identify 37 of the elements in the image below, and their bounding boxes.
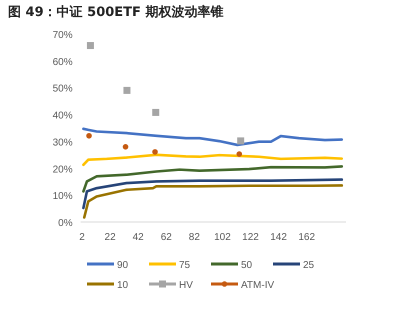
y-tick-label: 20%	[52, 164, 73, 176]
x-tick-label: 82	[188, 232, 200, 243]
y-tick-label: 70%	[52, 30, 73, 41]
point	[236, 151, 242, 157]
legend-label: HV	[179, 280, 194, 291]
x-tick-label: 2	[79, 232, 86, 243]
line-series	[82, 128, 344, 146]
legend-label: 90	[117, 260, 129, 271]
x-tick-label: 122	[242, 232, 260, 243]
y-tick-label: 30%	[52, 137, 73, 148]
y-tick-label: 50%	[52, 84, 73, 95]
point	[86, 132, 92, 139]
x-tick-label: 42	[132, 232, 144, 243]
legend-label: ATM-IV	[241, 280, 274, 291]
legend-label: 25	[303, 260, 315, 271]
point	[152, 149, 158, 155]
point	[152, 108, 160, 116]
point	[123, 86, 130, 94]
y-tick-label: 0%	[58, 218, 73, 229]
y-tick-label: 40%	[52, 110, 73, 122]
legend-label: 10	[117, 280, 129, 291]
y-tick-label: 60%	[52, 56, 73, 68]
point	[86, 42, 94, 50]
line-series	[82, 178, 344, 210]
line-series	[82, 165, 344, 193]
x-tick-label: 22	[104, 232, 116, 243]
legend-label: 50	[241, 260, 253, 271]
x-tick-label: 62	[160, 232, 172, 243]
x-tick-label: 162	[298, 232, 316, 243]
y-tick-label: 10%	[52, 191, 73, 202]
point	[237, 137, 244, 144]
line-series	[82, 184, 344, 219]
legend-label: 75	[179, 260, 191, 271]
x-tick-label: 102	[214, 232, 232, 243]
x-tick-label: 142	[270, 232, 288, 243]
chart-title: 图 49：中证 500ETF 期权波动率锥	[8, 4, 224, 20]
point	[122, 144, 128, 150]
